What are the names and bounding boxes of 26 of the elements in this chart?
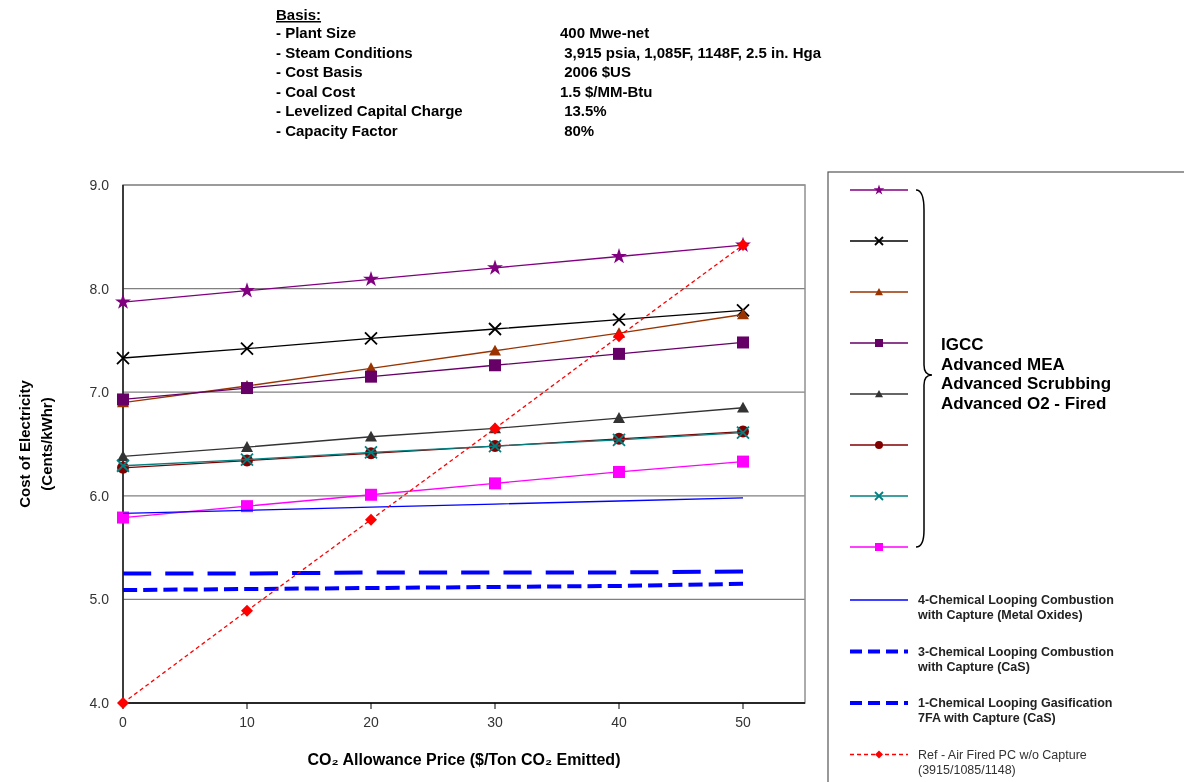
text: - Cost Basis 2006 $US: [276, 63, 631, 80]
y-tick-label: 4.0: [89, 695, 110, 711]
y-tick-label: 8.0: [89, 280, 110, 297]
y-tick-label: 9.0: [89, 177, 110, 193]
y-tick-label: 7.0: [89, 384, 110, 401]
text: - Steam Conditions 3,915 psia, 1,085F, 1148F, 2.5 in. Hga: [276, 43, 821, 61]
y-axis-title: Cost of Electricity (Cents/kWhr): [16, 379, 55, 508]
y-tick-label: 5.0: [89, 591, 110, 608]
x-tick-label: 40: [611, 714, 627, 730]
text: IGCC Advanced MEA Advanced Scrubbing Advanced O2 - Fired: [941, 335, 1112, 413]
text: - Levelized Capital Charge 13.5%: [276, 102, 607, 119]
chart-title: Basis:: [276, 6, 322, 23]
text: - Plant Size 400 Mwe-net: [276, 24, 650, 41]
y-tick-label: 6.0: [89, 487, 110, 504]
legend-label: 1-Chemical Looping Gasification 7FA with Capture (CaS): [918, 696, 1113, 725]
legend-label: 4-Chemical Looping Combustion with Capture (Metal Oxides): [917, 593, 1114, 622]
x-tick-label: 10: [239, 714, 255, 730]
legend-label: 3-Chemical Looping Combustion with Capture (CaS): [917, 644, 1114, 674]
x-tick-label: 20: [363, 714, 379, 730]
x-tick-label: 30: [487, 714, 503, 730]
x-tick-label: 0: [119, 714, 128, 730]
x-axis-title: CO₂ Allowance Price ($/Ton CO₂ Emitted): [307, 751, 621, 768]
legend-label: Ref - Air Fired PC w/o Capture (3915/1085/1148): [918, 747, 1087, 777]
text: - Capacity Factor 80%: [276, 121, 595, 139]
text: - Coal Cost 1.5 $/MM-Btu: [276, 82, 653, 100]
x-tick-label: 50: [735, 714, 751, 730]
